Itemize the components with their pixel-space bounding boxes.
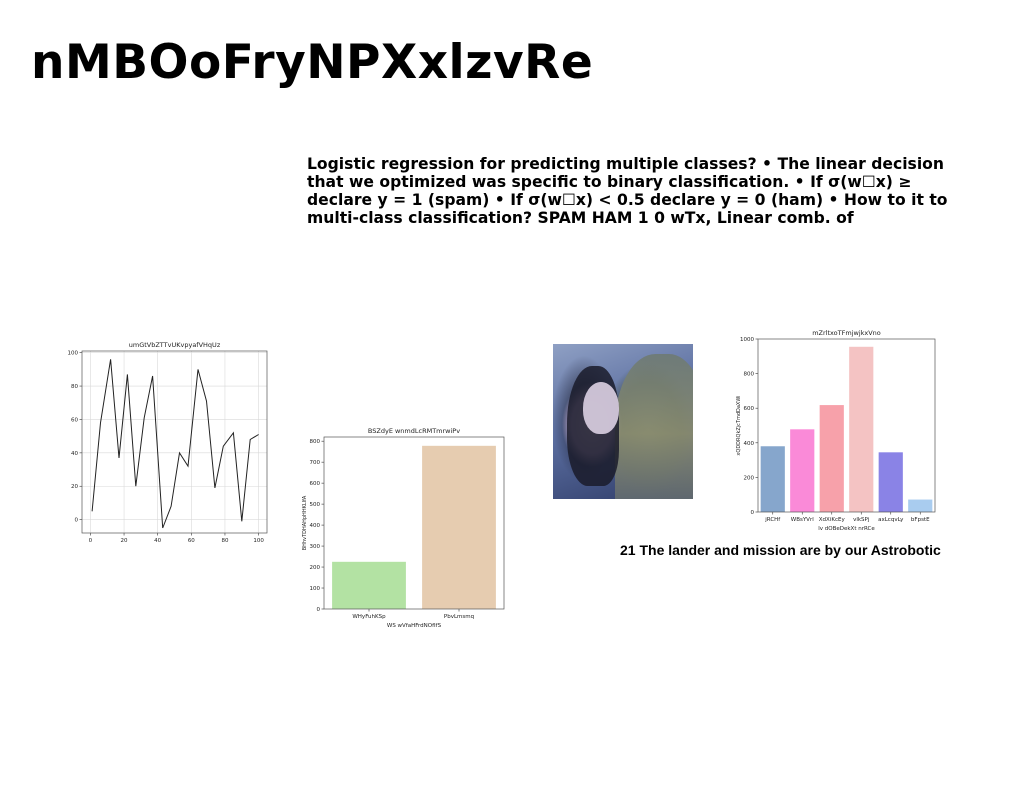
x-tick-label: axLcqvLy [878,517,904,523]
y-tick-label: 60 [71,417,78,423]
bar [790,429,815,512]
plot-frame [81,350,268,534]
y-tick-label: 0 [75,518,79,524]
bar [760,446,785,512]
y-tick-label: 600 [310,481,321,487]
x-tick-label: bFpstE [911,517,930,523]
x-tick-label: WHyFuhKSp [352,614,386,620]
bar-chart-six-categories-svg: mZrltxoTFmjwjkxVno 0 200 400 600 800 1000 jRCHf… [736,329,936,532]
bar-chart-two-categories: BSZdyE wnmdLcRMTmrwiPv 0 100 200 300 400 500 60… [300,425,510,635]
x-tick-label: 60 [188,538,195,544]
y-tick-label: 0 [317,607,321,613]
y-tick-label: 300 [310,544,321,550]
x-axis-label: WS wVfaHFrdNOfIfS [387,623,442,629]
y-tick-label: 400 [310,523,321,529]
x-tick-label: 40 [154,538,161,544]
photo-couple [553,344,693,499]
photo-tattooed-shoulder [615,354,693,499]
bar [908,499,933,512]
x-tick-label: 100 [253,538,264,544]
y-tick-label: 600 [744,406,755,412]
y-tick-label: 40 [71,451,78,457]
slide-title: nMBOoFryNPXxlzvRe [31,35,594,90]
bar [422,445,496,609]
x-tick-label: PbvLmsmq [444,614,474,620]
y-axis-label: BHhvTDHAHpHHKLIfA [302,495,308,550]
line-chart-svg: umGtVbZTTvUKvpyafVHqUz 0 20 40 60 80 100 0 20 40 6… [68,341,268,544]
chart-title: mZrltxoTFmjwjkxVno [812,329,881,337]
bar [878,452,903,512]
bar [332,561,406,609]
slide-body-text: Logistic regression for predicting multi… [307,155,948,227]
x-tick-label: 0 [89,538,93,544]
x-tick-label: XdXiKcEy [819,517,846,523]
x-tick-label: vlkSPj [853,517,870,523]
y-tick-label: 800 [744,372,755,378]
photo-face [583,382,619,434]
x-tick-label: jRCHf [764,517,781,523]
bar [819,405,844,512]
y-tick-label: 1000 [740,337,754,343]
chart-title: BSZdyE wnmdLcRMTmrwiPv [368,427,460,435]
y-tick-label: 400 [744,441,755,447]
bar-chart-two-categories-svg: BSZdyE wnmdLcRMTmrwiPv 0 100 200 300 400 500 60… [302,427,505,629]
x-tick-label: WBsYVrl [791,517,814,523]
y-tick-label: 0 [751,510,755,516]
y-tick-label: 200 [310,565,321,571]
y-tick-label: 20 [71,484,78,490]
slide-caption: 21 The lander and mission are by our Ast… [620,542,941,558]
x-tick-label: 80 [221,538,228,544]
bar-chart-six-categories: mZrltxoTFmjwjkxVno 0 200 400 600 800 1000 jRCHf… [730,325,940,535]
x-tick-label: 20 [121,538,128,544]
y-tick-label: 100 [68,351,79,357]
y-tick-label: 700 [310,460,321,466]
x-axis-label: lv dOBeDekXt nrRCe [818,526,875,532]
y-tick-label: 800 [310,439,321,445]
y-tick-label: 80 [71,384,78,390]
y-axis-label: xQDDRQkZjcTmdDaXWi [736,395,742,455]
plot-frame [323,436,505,610]
plot-frame [757,338,936,513]
y-tick-label: 100 [310,586,321,592]
chart-title: umGtVbZTTvUKvpyafVHqUz [129,341,221,349]
y-tick-label: 200 [744,475,755,481]
y-tick-label: 500 [310,502,321,508]
bar [849,346,874,512]
line-chart: umGtVbZTTvUKvpyafVHqUz 0 20 40 60 80 100 0 20 40 6… [62,338,272,548]
series-line [91,359,259,529]
